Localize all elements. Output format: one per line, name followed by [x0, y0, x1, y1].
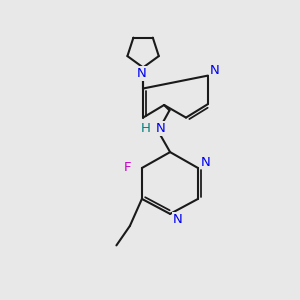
- Text: N: N: [201, 155, 210, 169]
- Text: N: N: [210, 64, 219, 77]
- Text: N: N: [156, 122, 166, 135]
- Text: F: F: [124, 160, 132, 174]
- Text: N: N: [137, 67, 146, 80]
- Text: N: N: [173, 213, 182, 226]
- Text: H: H: [141, 122, 151, 135]
